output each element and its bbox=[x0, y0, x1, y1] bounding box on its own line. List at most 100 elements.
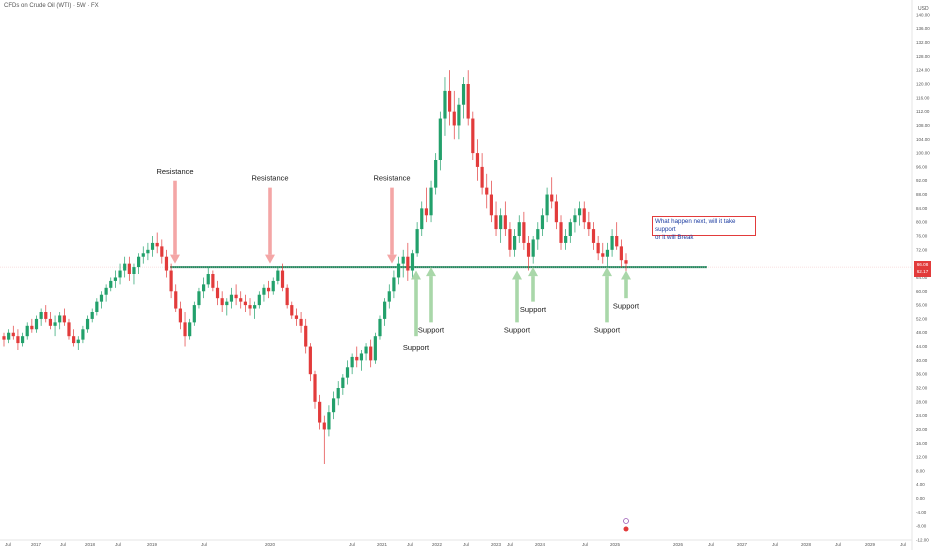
support-arrow-shaft bbox=[429, 276, 433, 323]
candle-body bbox=[294, 315, 299, 319]
candle-body bbox=[448, 90, 452, 112]
candle-body bbox=[369, 346, 373, 361]
y-tick-label: 0.00 bbox=[916, 496, 925, 501]
candle-body bbox=[30, 325, 34, 330]
candle-body bbox=[471, 118, 475, 154]
candle-body bbox=[596, 242, 600, 254]
candle-body bbox=[243, 301, 247, 306]
candle-body bbox=[318, 401, 322, 423]
candle-body bbox=[90, 312, 94, 319]
candle-body bbox=[137, 256, 141, 268]
resistance-arrow-shaft bbox=[173, 180, 177, 255]
resistance-arrow-head bbox=[265, 254, 275, 264]
candle-body bbox=[234, 294, 238, 299]
note-box: What happen next, will it take support o… bbox=[652, 216, 756, 241]
candle-body bbox=[429, 187, 433, 216]
candle-body bbox=[160, 246, 164, 257]
x-tick-label: Jul bbox=[772, 542, 778, 547]
note-line-2: or it will Break bbox=[655, 234, 694, 241]
candle-body bbox=[582, 208, 586, 223]
candle-body bbox=[536, 229, 540, 240]
y-tick-label: 64.00 bbox=[916, 275, 928, 280]
candle-body bbox=[526, 242, 531, 257]
candle-body bbox=[95, 301, 99, 312]
candle-body bbox=[410, 253, 415, 271]
y-tick-label: 72.00 bbox=[916, 247, 928, 252]
resistance-arrow-head bbox=[170, 254, 180, 264]
candle-body bbox=[494, 215, 498, 230]
support-arrow-shaft bbox=[624, 279, 628, 299]
x-tick-label: 2021 bbox=[377, 542, 388, 547]
candle-body bbox=[355, 356, 359, 361]
support-label: Support bbox=[504, 326, 531, 335]
candle-body bbox=[383, 301, 387, 319]
candle-body bbox=[591, 229, 596, 243]
price-sub: 62.17 bbox=[916, 269, 929, 274]
y-tick-label: 108.00 bbox=[916, 123, 930, 128]
candle-body bbox=[174, 291, 178, 309]
y-tick-label: 16.00 bbox=[916, 441, 928, 446]
candle-body bbox=[178, 308, 182, 323]
support-arrow-head bbox=[621, 270, 631, 280]
support-label: Support bbox=[594, 326, 621, 335]
candle-body bbox=[215, 287, 220, 299]
resistance-label: Resistance bbox=[156, 167, 193, 176]
y-tick-label: 56.00 bbox=[916, 303, 928, 308]
candle-body bbox=[545, 194, 549, 216]
support-arrow-shaft bbox=[515, 279, 519, 323]
x-tick-label: Jul bbox=[708, 542, 714, 547]
support-arrow-head bbox=[602, 267, 612, 277]
candle-body bbox=[480, 166, 484, 188]
y-tick-label: 52.00 bbox=[916, 316, 928, 321]
candle-body bbox=[155, 242, 159, 247]
support-label: Support bbox=[613, 302, 640, 311]
support-label: Support bbox=[403, 343, 430, 352]
y-tick-label: 28.00 bbox=[916, 399, 928, 404]
candle-body bbox=[146, 249, 150, 254]
candle-body bbox=[127, 263, 131, 274]
x-tick-label: Jul bbox=[407, 542, 413, 547]
support-label: Support bbox=[418, 326, 445, 335]
x-tick-label: Jul bbox=[835, 542, 841, 547]
y-tick-label: 60.00 bbox=[916, 289, 928, 294]
candle-body bbox=[48, 318, 53, 326]
candle-body bbox=[313, 374, 317, 402]
candle-body bbox=[276, 270, 280, 281]
candle-body bbox=[424, 208, 429, 216]
resistance-label: Resistance bbox=[373, 174, 410, 183]
x-tick-label: Jul bbox=[507, 542, 513, 547]
x-tick-label: Jul bbox=[349, 542, 355, 547]
x-tick-label: 2019 bbox=[147, 542, 158, 547]
y-tick-label: 116.00 bbox=[916, 95, 930, 100]
y-tick-label: 92.00 bbox=[916, 178, 928, 183]
y-tick-label: -12.00 bbox=[916, 538, 929, 543]
x-tick-label: 2020 bbox=[265, 542, 276, 547]
y-tick-label: 48.00 bbox=[916, 330, 928, 335]
candle-body bbox=[554, 201, 558, 223]
candle-body bbox=[197, 291, 201, 306]
candle-body bbox=[345, 367, 350, 378]
x-tick-label: 2018 bbox=[85, 542, 96, 547]
candle-body bbox=[58, 315, 62, 323]
candle-body bbox=[438, 118, 442, 160]
candle-body bbox=[587, 222, 591, 230]
support-arrow-head bbox=[528, 267, 538, 277]
y-tick-label: 120.00 bbox=[916, 82, 930, 87]
candle-body bbox=[308, 346, 312, 375]
candle-body bbox=[169, 270, 173, 292]
candle-body bbox=[499, 215, 503, 230]
current-price-badge: 66.08 62.17 bbox=[914, 261, 931, 277]
candle-body bbox=[559, 222, 563, 243]
x-tick-label: 2017 bbox=[31, 542, 42, 547]
candle-body bbox=[452, 111, 456, 126]
support-arrow-head bbox=[426, 267, 436, 277]
candle-body bbox=[239, 298, 243, 302]
candle-body bbox=[573, 215, 577, 223]
candle-body bbox=[415, 229, 419, 254]
candle-body bbox=[522, 222, 526, 243]
x-tick-label: Jul bbox=[900, 542, 906, 547]
candle-body bbox=[373, 336, 377, 361]
y-tick-label: 128.00 bbox=[916, 54, 930, 59]
candle-body bbox=[577, 208, 582, 216]
